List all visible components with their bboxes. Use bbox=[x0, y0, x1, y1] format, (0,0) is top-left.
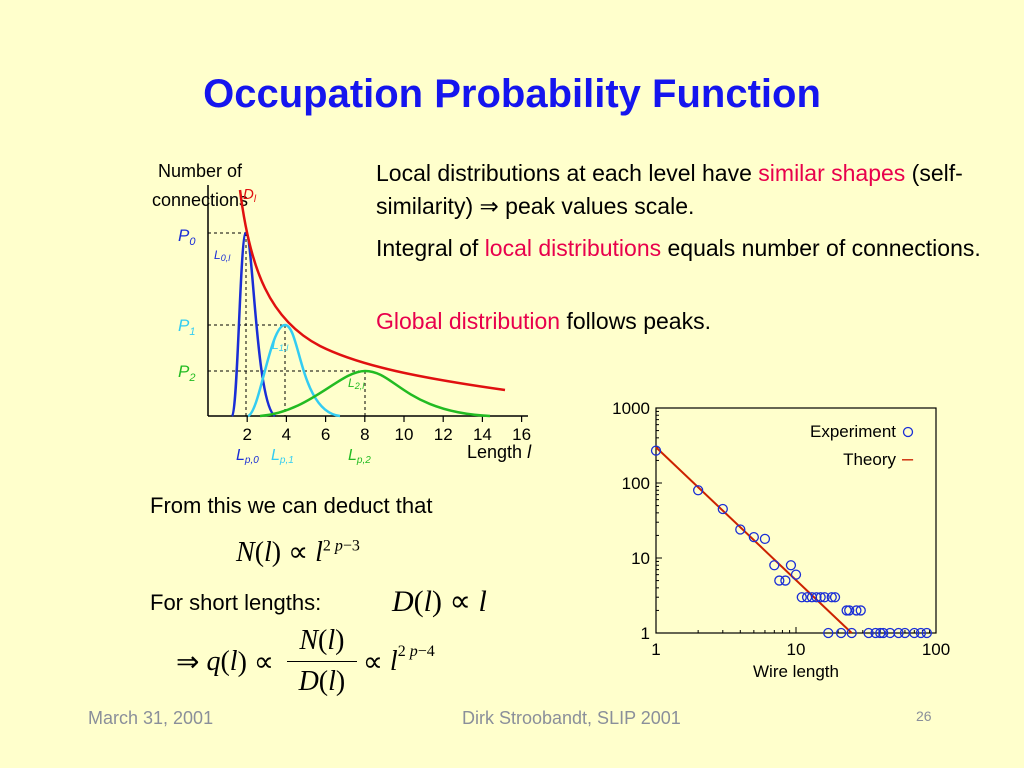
x-tick-label: 10 bbox=[787, 640, 806, 659]
bullet-3: Global distribution follows peaks. bbox=[376, 308, 711, 334]
x-tick-label: 8 bbox=[360, 425, 369, 444]
experiment-point bbox=[735, 524, 746, 535]
experiment-point bbox=[774, 575, 785, 586]
experiment-point bbox=[875, 627, 886, 639]
lp0-label: Lp,0 bbox=[236, 447, 259, 466]
experiment-point bbox=[863, 627, 874, 639]
deduct-text: From this we can deduct that bbox=[150, 493, 433, 518]
x-tick-label: 10 bbox=[395, 425, 414, 444]
experiment-points bbox=[650, 445, 932, 639]
experiment-point bbox=[909, 627, 920, 639]
series-l2-label: L2,l bbox=[348, 376, 365, 391]
legend-theory-label: Theory bbox=[843, 450, 896, 469]
experiment-point bbox=[841, 605, 852, 616]
experiment-point bbox=[790, 569, 802, 580]
experiment-point bbox=[878, 627, 889, 639]
experiment-point bbox=[780, 575, 791, 586]
lp1-label: Lp,1 bbox=[271, 447, 294, 466]
x-tick-label: 12 bbox=[434, 425, 453, 444]
series-l2-curve bbox=[259, 369, 491, 418]
experiment-point bbox=[785, 560, 797, 571]
experiment-point bbox=[835, 627, 847, 639]
experiment-point bbox=[844, 605, 855, 616]
footer-author: Dirk Stroobandt, SLIP 2001 bbox=[462, 708, 681, 728]
experiment-point bbox=[769, 560, 780, 571]
experiment-point bbox=[870, 627, 881, 639]
footer-page-number: 26 bbox=[916, 708, 932, 724]
wire-length-chart: 1 10 100 1 10 100 1000 Experiment Theory – Wir… bbox=[612, 399, 950, 681]
legend-experiment-marker bbox=[902, 426, 914, 438]
bullet-1: Local distributions at each level have s… bbox=[376, 160, 963, 219]
x-tick-label: 100 bbox=[922, 640, 950, 659]
experiment-point bbox=[811, 592, 822, 603]
experiment-point bbox=[650, 445, 662, 456]
experiment-point bbox=[921, 627, 932, 639]
x-ticks: 2 4 6 8 10 12 14 16 bbox=[242, 416, 531, 444]
slide-title: Occupation Probability Function bbox=[203, 72, 821, 116]
theory-line bbox=[655, 446, 853, 634]
x-tick-label: 1 bbox=[651, 640, 660, 659]
x-tick-label: 4 bbox=[282, 425, 291, 444]
formula-n-of-l: N(l) ∝ l2 p−3 bbox=[236, 537, 360, 568]
plot-frame bbox=[655, 407, 937, 634]
scatter-xlabel: Wire length bbox=[753, 662, 839, 681]
series-l1-label: L1,l bbox=[272, 338, 289, 353]
ylabel-line1: Number of bbox=[158, 161, 243, 181]
series-l0-label: L0,l bbox=[214, 248, 231, 263]
experiment-point bbox=[846, 627, 857, 639]
x-tick-label: 2 bbox=[242, 425, 251, 444]
experiment-point bbox=[748, 531, 760, 543]
experiment-point bbox=[893, 627, 904, 639]
experiment-point bbox=[826, 592, 837, 603]
experiment-point bbox=[851, 605, 862, 616]
experiment-point bbox=[796, 592, 807, 603]
experiment-point bbox=[915, 627, 927, 639]
legend-theory-marker: – bbox=[902, 448, 914, 470]
experiment-point bbox=[692, 485, 704, 496]
x-tick-label: 6 bbox=[321, 425, 330, 444]
distribution-chart: Number of connections 2 4 6 8 10 12 14 16 Dl P0… bbox=[152, 161, 532, 466]
x-tick-label: 14 bbox=[473, 425, 492, 444]
y-tick-label: 100 bbox=[622, 474, 650, 493]
lp2-label: Lp,2 bbox=[348, 447, 371, 466]
p0-label: P0 bbox=[178, 226, 196, 248]
p1-label: P1 bbox=[178, 316, 195, 338]
bullet-2: Integral of local distributions equals n… bbox=[376, 235, 981, 261]
formula-d-of-l: D(l) ∝ l bbox=[392, 585, 487, 618]
y-tick-label: 10 bbox=[631, 549, 650, 568]
p2-label: P2 bbox=[178, 362, 195, 384]
experiment-point bbox=[759, 533, 771, 545]
ylabel-line2: connections bbox=[152, 190, 248, 210]
y-tick-label: 1000 bbox=[612, 399, 650, 418]
y-tick-label: 1 bbox=[641, 624, 650, 643]
xlabel: Length l bbox=[467, 442, 532, 462]
short-lengths-text: For short lengths: bbox=[150, 590, 322, 615]
experiment-point bbox=[855, 605, 866, 616]
experiment-point bbox=[717, 503, 728, 515]
x-tick-label: 16 bbox=[512, 425, 531, 444]
global-distribution-curve bbox=[238, 189, 506, 392]
experiment-point bbox=[823, 627, 834, 639]
experiment-point bbox=[819, 592, 830, 603]
global-label: Dl bbox=[243, 186, 257, 205]
axis-ticks: 1 10 100 1 10 100 1000 bbox=[612, 399, 950, 659]
footer-date: March 31, 2001 bbox=[88, 708, 214, 728]
experiment-point bbox=[829, 592, 841, 603]
legend-experiment-label: Experiment bbox=[810, 422, 896, 441]
experiment-point bbox=[815, 592, 826, 603]
